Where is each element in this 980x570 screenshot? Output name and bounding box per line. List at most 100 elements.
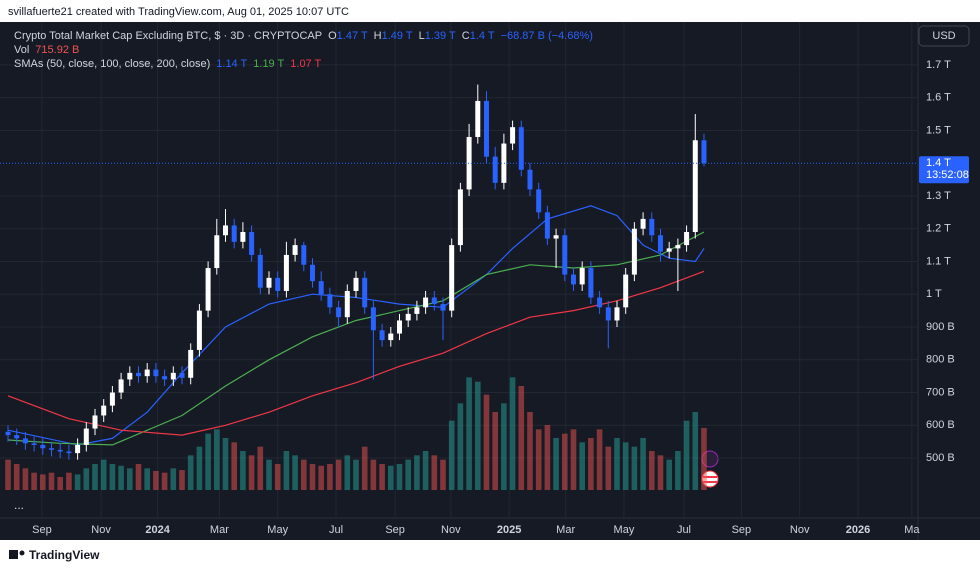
volume-bar bbox=[231, 442, 237, 490]
candle-body bbox=[388, 333, 394, 341]
volume-bar bbox=[553, 438, 559, 490]
brand: TradingView bbox=[29, 548, 100, 562]
candle-body bbox=[344, 290, 350, 318]
candle-body bbox=[518, 127, 524, 170]
currency[interactable]: USD bbox=[932, 30, 955, 42]
candle-body bbox=[370, 307, 376, 331]
candle-body bbox=[510, 127, 516, 144]
countdown: 13:52:08 bbox=[926, 169, 969, 181]
sma-line bbox=[7, 231, 705, 446]
volume-bar bbox=[161, 472, 168, 490]
volume-bar bbox=[474, 381, 481, 490]
candle-body bbox=[40, 444, 46, 449]
x-tick-label: Nov bbox=[91, 524, 111, 536]
candle-body bbox=[222, 225, 228, 236]
candle-body bbox=[431, 297, 437, 305]
change-value: −68.87 B (−4.68%) bbox=[501, 30, 593, 42]
y-tick-label: 700 B bbox=[926, 386, 955, 398]
top-strip bbox=[0, 0, 980, 22]
candle-body bbox=[101, 405, 107, 416]
x-tick-label: Nov bbox=[790, 524, 810, 536]
volume-bar bbox=[57, 477, 64, 490]
candle-body bbox=[57, 449, 63, 452]
volume-bar bbox=[422, 451, 429, 490]
candle-body bbox=[336, 307, 342, 318]
candle-body bbox=[353, 277, 359, 291]
sma-lines bbox=[7, 205, 705, 446]
legend-line: Crypto Total Market Cap Excluding BTC, $… bbox=[14, 30, 593, 42]
candle-body bbox=[405, 313, 411, 321]
candle-body bbox=[536, 189, 542, 213]
volume-bar bbox=[431, 455, 438, 490]
vol-key: Vol bbox=[14, 44, 29, 56]
candle-body bbox=[318, 281, 324, 295]
volume-bar bbox=[675, 451, 681, 490]
volume-bar bbox=[605, 446, 612, 490]
volume-bar bbox=[48, 472, 55, 490]
candle-body bbox=[440, 304, 446, 311]
candle-body bbox=[483, 100, 489, 157]
chart-background bbox=[0, 22, 980, 540]
candle-body bbox=[666, 248, 672, 252]
volume-bar bbox=[501, 403, 507, 490]
sma-value: 1.19 T bbox=[253, 58, 284, 70]
overlay: 1.4 T13:52:08 bbox=[0, 156, 969, 184]
candle-body bbox=[231, 225, 237, 242]
volume-bar bbox=[196, 446, 203, 490]
y-tick-label: 1.5 T bbox=[926, 124, 951, 136]
y-tick-label: 900 B bbox=[926, 321, 955, 333]
candle-body bbox=[379, 330, 385, 341]
candle-body bbox=[275, 277, 281, 291]
volume-bar bbox=[544, 425, 551, 490]
volume-bar bbox=[570, 429, 577, 490]
ohlc-value: 1.39 T bbox=[425, 30, 456, 42]
candle-body bbox=[570, 274, 576, 285]
candle-body bbox=[5, 431, 11, 436]
volume-bar bbox=[692, 412, 699, 490]
vol-value: 715.92 B bbox=[35, 44, 79, 56]
candle-body bbox=[144, 369, 150, 377]
candle-body bbox=[684, 231, 690, 246]
volume-bar bbox=[187, 455, 194, 490]
volume-bar bbox=[118, 465, 124, 490]
candle-body bbox=[527, 169, 533, 190]
watermark: svillafuerte21 created with TradingView.… bbox=[8, 6, 349, 18]
volume-bar bbox=[596, 429, 603, 490]
currency-box[interactable] bbox=[918, 25, 970, 47]
volume-bar bbox=[466, 377, 472, 490]
candle-body bbox=[701, 140, 707, 164]
candle-body bbox=[14, 435, 20, 439]
volume-bar bbox=[396, 464, 403, 490]
volume-bar bbox=[100, 459, 107, 490]
x-tick-label: Mar bbox=[556, 524, 575, 536]
volume-bar bbox=[683, 420, 690, 490]
volume-bar bbox=[361, 446, 368, 490]
x-tick-label: Sep bbox=[385, 524, 405, 536]
candle-body bbox=[266, 277, 272, 288]
candle-body bbox=[579, 268, 585, 285]
volume-bar bbox=[83, 468, 90, 490]
volume-bar bbox=[701, 427, 707, 490]
x-tick-label: Sep bbox=[32, 524, 52, 536]
menu-dots[interactable]: ... bbox=[14, 498, 24, 512]
volume-bar bbox=[257, 446, 264, 490]
logo-dot bbox=[19, 550, 25, 556]
logo-mark bbox=[9, 550, 18, 559]
volume-bar bbox=[170, 468, 177, 490]
x-tick-label: Jul bbox=[677, 524, 691, 536]
y-tick-label: 800 B bbox=[926, 354, 955, 366]
volume-bar bbox=[31, 472, 37, 490]
volume-bar bbox=[92, 464, 98, 490]
x-tick-label: 2026 bbox=[846, 524, 870, 536]
y-tick-label: 1.6 T bbox=[926, 92, 951, 104]
ohlc-value: 1.47 T bbox=[337, 30, 368, 42]
volume-bar bbox=[205, 433, 211, 490]
volume-bar bbox=[248, 455, 255, 490]
volume-bar bbox=[614, 438, 620, 490]
candle-body bbox=[544, 212, 550, 239]
volume-bar bbox=[379, 464, 385, 490]
ohlc-key: H bbox=[374, 30, 382, 42]
legend-line: SMAs (50, close, 100, close, 200, close)… bbox=[14, 58, 322, 70]
